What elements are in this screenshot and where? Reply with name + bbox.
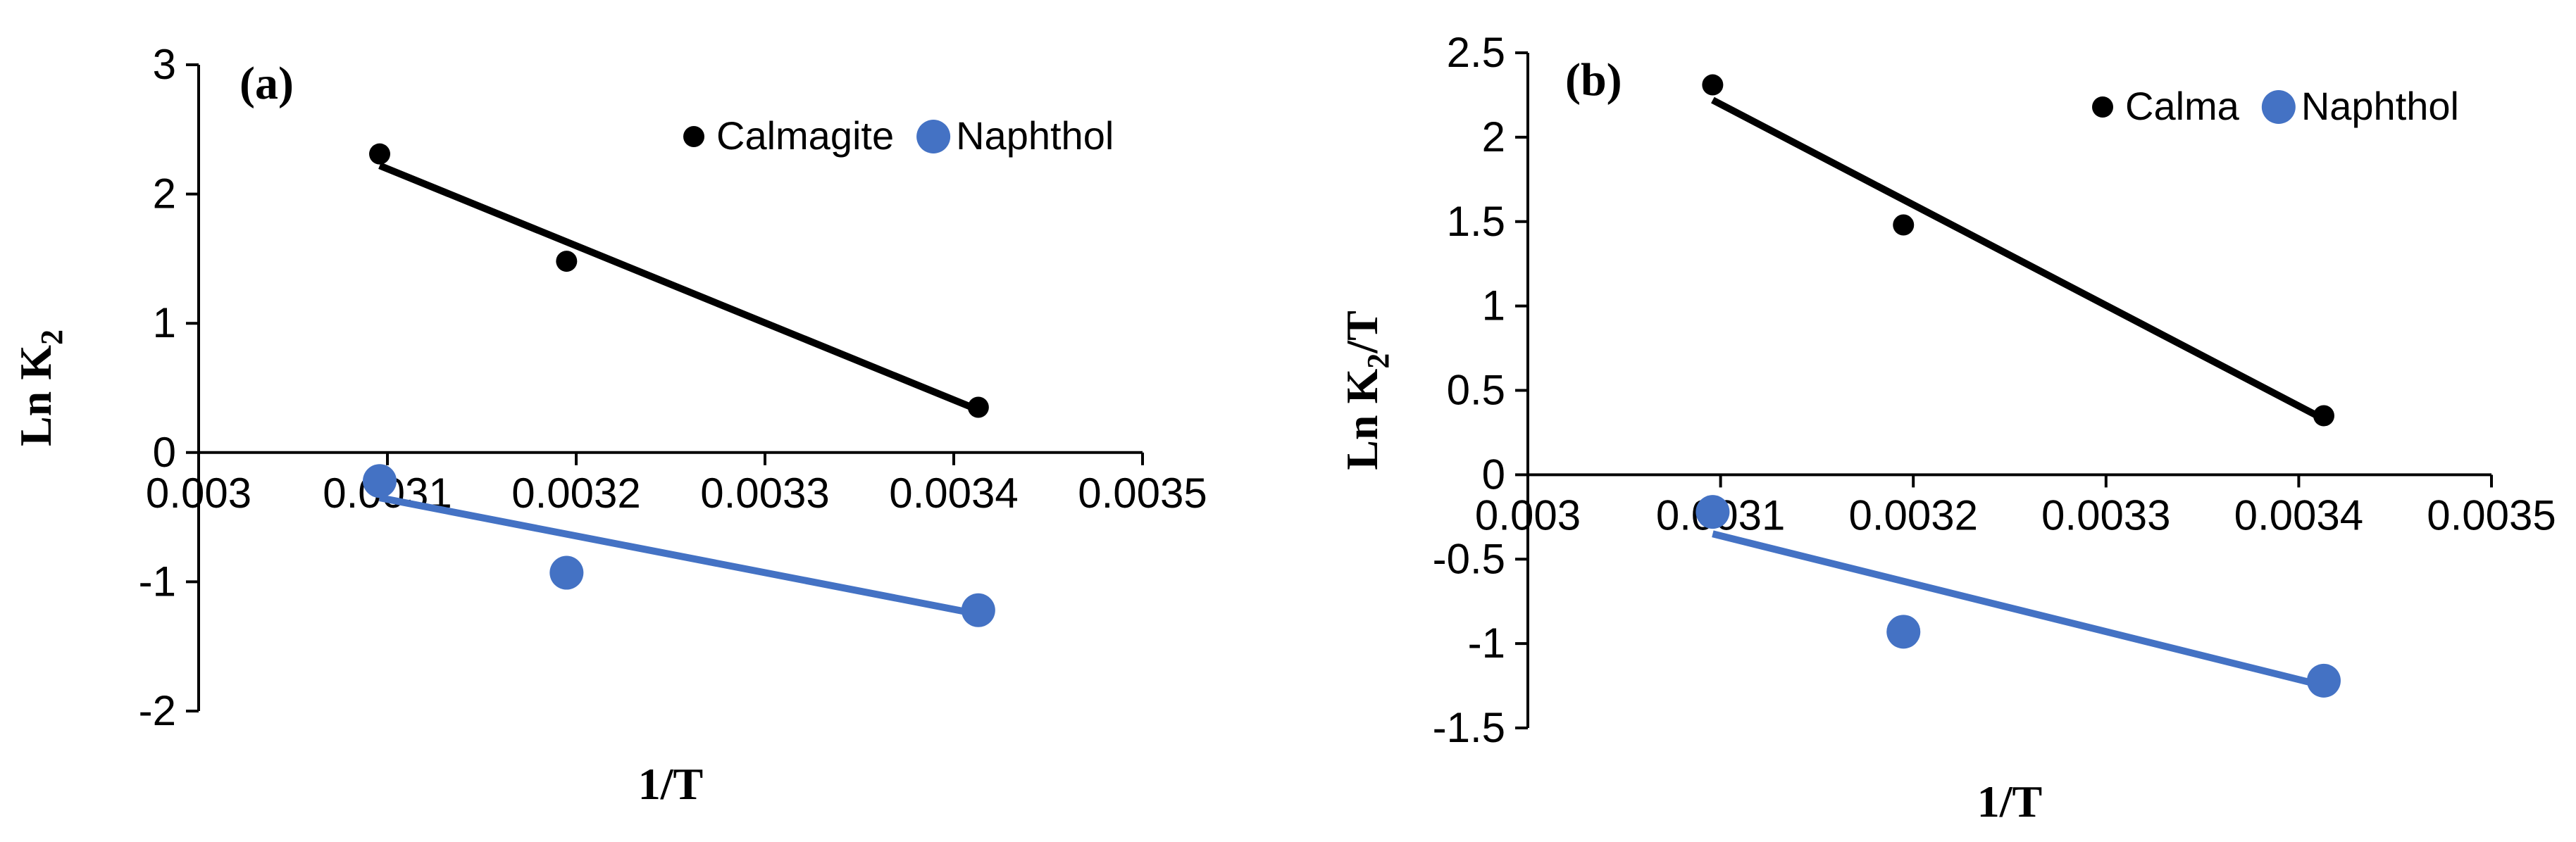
y-tick-label: -1 [139, 558, 176, 605]
y-tick-label: 2 [1482, 113, 1505, 161]
y-tick-label: 2 [153, 170, 176, 218]
x-tick-label: 0.0034 [889, 470, 1019, 517]
y-tick-label: 1 [1482, 282, 1505, 329]
x-tick-label: 0.003 [1475, 491, 1581, 539]
chart-panel-a: -2-101230.0030.00310.00320.00330.00340.0… [11, 41, 1207, 809]
trendline-naphthol [1712, 530, 2325, 689]
y-tick-label: 1 [153, 299, 176, 346]
data-point-calma [1893, 214, 1915, 236]
legend-marker-calmagite [683, 126, 704, 147]
y-tick-label: 0 [1482, 451, 1505, 498]
x-tick-label: 0.0033 [2041, 491, 2171, 539]
y-tick-label: 1.5 [1447, 198, 1505, 245]
legend: Calmagite Naphthol [683, 113, 1114, 158]
trendline-naphthol [379, 494, 979, 618]
y-tick-label: 0.5 [1447, 367, 1505, 414]
x-tick-label: 0.0035 [1078, 470, 1207, 517]
data-point-calmagite [967, 396, 989, 418]
y-tick-label: -0.5 [1433, 535, 1505, 582]
y-tick-label: -1.5 [1433, 704, 1505, 751]
y-axis-title: Ln K2/T [1337, 310, 1395, 470]
legend-label-naphthol: Naphthol [956, 113, 1114, 158]
y-tick-label: 3 [153, 41, 176, 88]
chart-panel-b: -1.5-1-0.500.511.522.50.0030.00310.00320… [1337, 29, 2556, 827]
legend-marker-naphthol [916, 120, 951, 153]
y-axis-title-suffix: /T [1337, 310, 1387, 353]
legend-label-calmagite: Calmagite [716, 113, 894, 158]
x-axis-title: 1/T [1977, 777, 2042, 827]
y-axis-title-subscript: 2 [1361, 353, 1395, 369]
x-tick-label: 0.0032 [511, 470, 641, 517]
x-axis-title: 1/T [638, 759, 703, 809]
x-tick-label: 0.0033 [700, 470, 830, 517]
y-tick-label: -2 [139, 687, 176, 734]
data-point-naphthol [1886, 615, 1921, 649]
y-tick-label: -1 [1468, 620, 1505, 667]
data-point-naphthol [2306, 663, 2341, 698]
x-tick-label: 0.0032 [1848, 491, 1978, 539]
data-point-naphthol [363, 464, 397, 498]
y-axis-title: Ln K2 [11, 329, 69, 446]
y-axis-title-subscript: 2 [35, 329, 69, 345]
data-point-calma [1702, 74, 1724, 96]
legend-marker-naphthol [2261, 90, 2296, 124]
legend-label-naphthol: Naphthol [2301, 84, 2459, 128]
data-point-calmagite [369, 143, 391, 165]
trendline-calma [1711, 96, 2326, 422]
y-tick-label: 0 [153, 429, 176, 476]
data-point-naphthol [961, 593, 995, 627]
panel-label: (a) [239, 58, 294, 109]
x-tick-label: 0.0035 [2427, 491, 2556, 539]
trendline-calmagite [378, 162, 980, 413]
data-point-naphthol [1695, 495, 1730, 529]
y-axis-title-main: Ln K [1337, 368, 1387, 470]
data-point-calma [2313, 405, 2334, 427]
panel-label: (b) [1565, 54, 1622, 106]
legend: Calma Naphthol [2092, 84, 2459, 128]
y-tick-label: 2.5 [1447, 29, 1505, 76]
data-point-calmagite [556, 251, 578, 272]
y-axis-title-main: Ln K [11, 345, 61, 446]
data-point-naphthol [549, 555, 584, 590]
legend-label-calma: Calma [2125, 84, 2240, 128]
x-tick-label: 0.0034 [2234, 491, 2364, 539]
legend-marker-calma [2092, 96, 2113, 118]
x-tick-label: 0.003 [146, 470, 251, 517]
